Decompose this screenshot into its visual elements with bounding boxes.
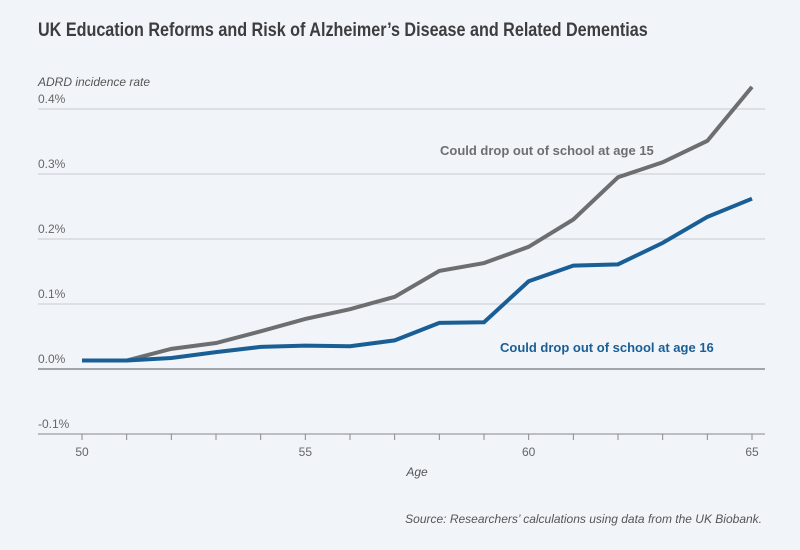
series-line-age-15 bbox=[82, 85, 754, 363]
x-tick-label: 50 bbox=[75, 445, 89, 459]
y-axis-label: ADRD incidence rate bbox=[37, 75, 150, 89]
y-tick-label: 0.0% bbox=[38, 352, 66, 366]
chart-title: UK Education Reforms and Risk of Alzheim… bbox=[38, 20, 648, 41]
source-note: Source: Researchers’ calculations using … bbox=[405, 512, 762, 526]
x-tick-label: 55 bbox=[299, 445, 313, 459]
x-tick-label: 60 bbox=[522, 445, 536, 459]
x-axis-label: Age bbox=[405, 465, 428, 479]
y-tick-label: 0.1% bbox=[38, 287, 66, 301]
y-tick-label: -0.1% bbox=[38, 417, 70, 431]
y-tick-label: 0.2% bbox=[38, 222, 66, 236]
series-label-age-15: Could drop out of school at age 15 bbox=[440, 143, 654, 158]
x-tick-label: 65 bbox=[745, 445, 759, 459]
y-tick-label: 0.3% bbox=[38, 157, 66, 171]
series-label-age-16: Could drop out of school at age 16 bbox=[500, 340, 714, 355]
series-line-age-16 bbox=[82, 196, 753, 363]
y-tick-label: 0.4% bbox=[38, 92, 66, 106]
